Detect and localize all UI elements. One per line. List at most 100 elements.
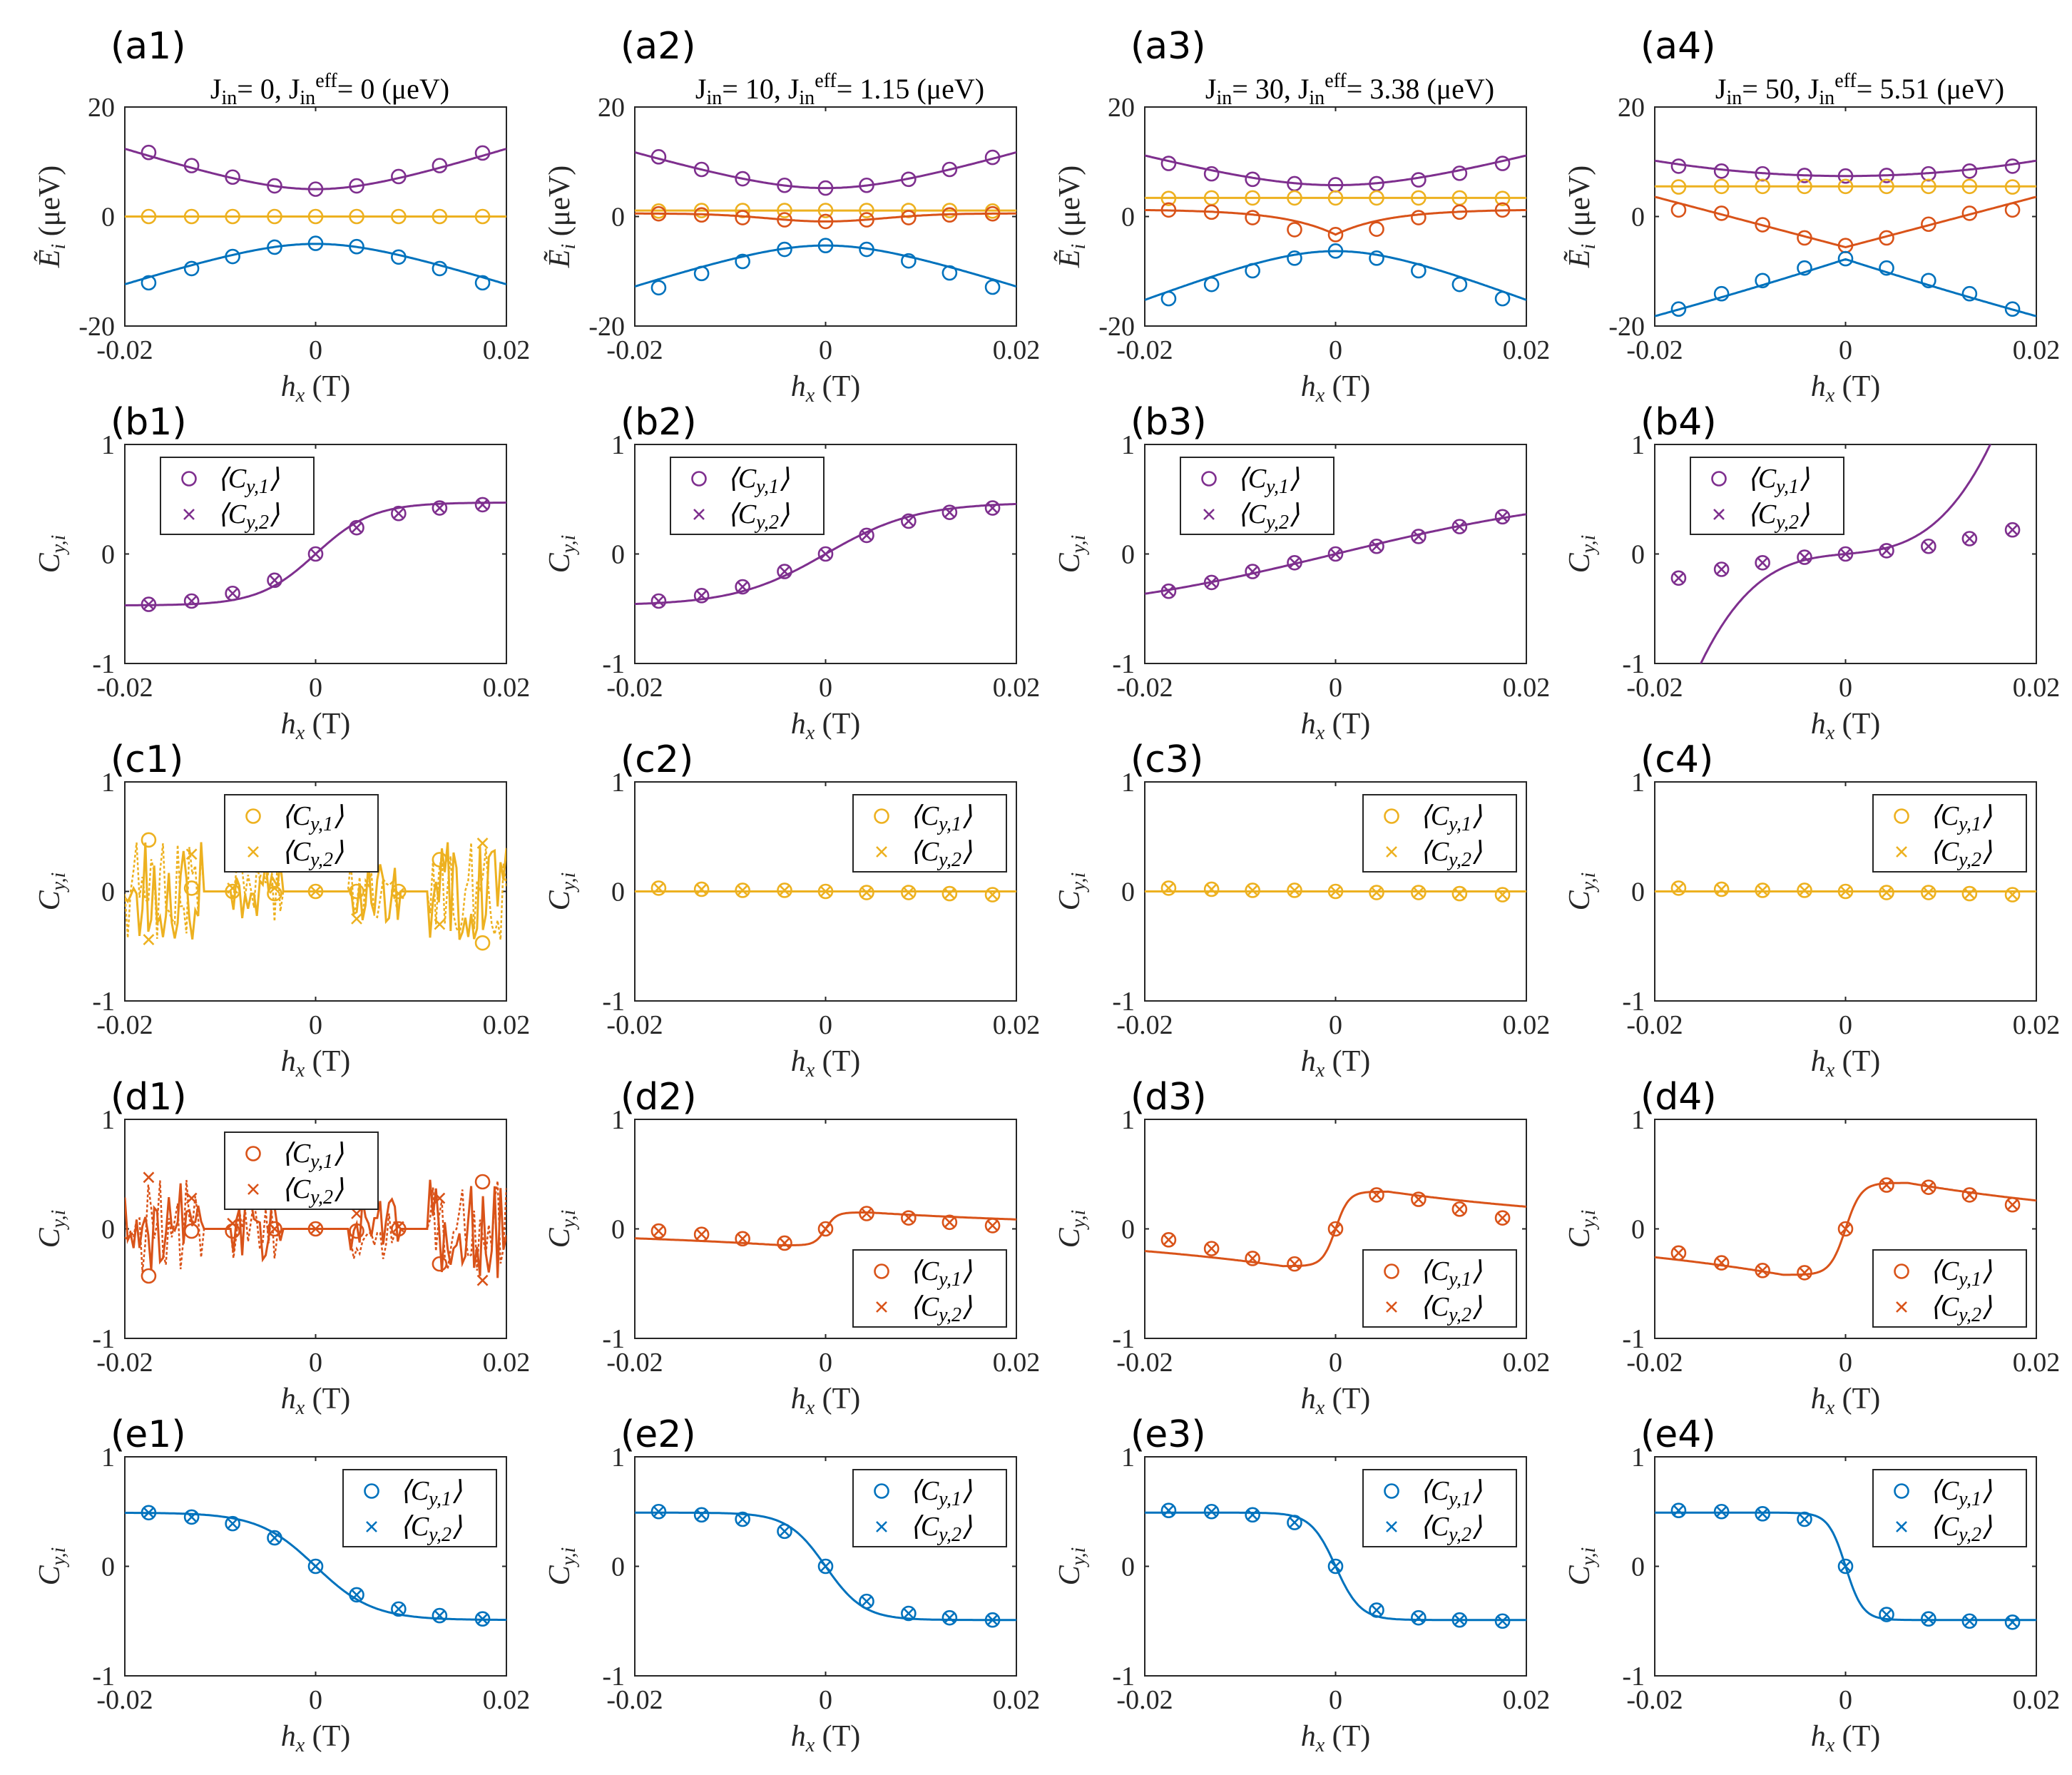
marker-x <box>1163 882 1175 894</box>
marker-x <box>2006 889 2019 901</box>
marker-x <box>779 885 790 896</box>
marker-circle <box>391 249 407 265</box>
marker-circle <box>141 144 157 161</box>
label-part: ⟨C <box>218 499 247 529</box>
data-layer <box>125 144 506 291</box>
marker-circle <box>432 1607 448 1624</box>
marker-circle <box>1160 1232 1177 1248</box>
marker-circle <box>1203 1503 1220 1520</box>
x-axis-label: hx (T) <box>1301 1383 1371 1419</box>
marker-circle <box>1327 243 1344 259</box>
x-tick-label: 0.02 <box>2013 335 2061 365</box>
label-part: y,2 <box>937 849 961 871</box>
y-axis-label: Cy,i <box>543 873 580 911</box>
marker-circle <box>391 1601 407 1617</box>
legend-box <box>670 457 825 535</box>
marker-circle <box>1755 166 1770 182</box>
marker-circle <box>349 519 364 536</box>
marker-circle <box>777 212 792 228</box>
data-layer <box>635 149 1016 296</box>
legend-box <box>342 1469 497 1547</box>
marker-x <box>861 1595 872 1607</box>
panel-label: (d1) <box>111 1076 187 1119</box>
marker-x <box>820 1223 832 1235</box>
panel-label: (c3) <box>1131 738 1203 781</box>
marker-circle <box>1879 543 1894 559</box>
marker-x <box>902 887 914 898</box>
x-axis-label: hx (T) <box>281 708 351 744</box>
marker-circle <box>1494 202 1511 218</box>
label-part: h <box>791 708 806 741</box>
x-axis-label: hx (T) <box>791 1383 861 1419</box>
marker-circle <box>1713 163 1730 179</box>
marker-x <box>310 1560 322 1572</box>
label-part: (T) <box>305 370 350 403</box>
marker-circle <box>1797 883 1812 898</box>
label-part: eV) <box>941 73 984 105</box>
label-part: h <box>281 1383 296 1415</box>
marker-circle <box>391 505 407 522</box>
legend-entry-1: ⟨Cy,1⟩ <box>1930 1256 1992 1291</box>
data-layer <box>125 497 506 612</box>
marker-circle <box>1713 1255 1730 1271</box>
marker-circle <box>1160 583 1177 599</box>
label-part: x <box>1825 722 1835 744</box>
y-tick-label: -1 <box>92 649 115 679</box>
label-part: (T) <box>305 708 350 741</box>
x-axis-label: hx (T) <box>281 1045 351 1082</box>
label-part: C <box>1053 1227 1086 1248</box>
label-part: μ <box>1436 73 1451 105</box>
marker-x <box>653 882 665 894</box>
marker-circle <box>307 1558 324 1575</box>
y-tick-label: 1 <box>1121 1105 1135 1135</box>
x-tick-label: -0.02 <box>606 1685 663 1715</box>
y-axis-label-group: Cy,i <box>543 873 580 911</box>
legend: ⟨Cy,1⟩⟨Cy,2⟩ <box>852 1249 1007 1328</box>
marker-circle <box>1327 1221 1344 1237</box>
legend-entry-2: ⟨Cy,2⟩ <box>1420 1512 1482 1546</box>
y-tick-label: -1 <box>1622 649 1645 679</box>
marker-x <box>351 912 362 925</box>
data-layer <box>1655 158 2036 317</box>
label-part: ⟨C <box>1420 1292 1449 1322</box>
label-part: in <box>1726 87 1742 109</box>
y-tick-label: 1 <box>101 1105 115 1135</box>
marker-circle <box>1879 1177 1894 1193</box>
label-part: y,1 <box>244 476 269 498</box>
label-part: eff <box>315 70 337 92</box>
marker-circle <box>1245 1251 1260 1266</box>
y-tick-label: 0 <box>611 878 625 907</box>
label-part: ⟨C <box>910 1476 939 1506</box>
marker-circle <box>1451 1612 1468 1628</box>
marker-x <box>392 507 404 519</box>
label-part: h <box>1811 708 1826 741</box>
marker-circle <box>1961 885 1978 902</box>
marker-circle <box>1797 178 1812 195</box>
marker-circle <box>1879 168 1894 183</box>
marker-circle <box>1327 1558 1344 1575</box>
marker-circle <box>1411 190 1427 206</box>
marker-circle <box>817 883 834 900</box>
legend-entry-2: ⟨Cy,2⟩ <box>218 499 280 534</box>
marker-circle <box>267 208 282 225</box>
label-part: ⟨C <box>910 801 939 831</box>
y-tick-label: -1 <box>92 1324 115 1354</box>
label-part: h <box>1811 1720 1826 1753</box>
x-tick-label: 0 <box>1329 335 1342 365</box>
marker-x <box>1715 883 1727 895</box>
label-part: h <box>281 370 296 403</box>
marker-x <box>2006 524 2019 536</box>
label-part: ⟩ <box>1981 1512 1992 1542</box>
label-part: y,1 <box>308 813 333 835</box>
marker-circle <box>349 1223 364 1239</box>
label-part: eff <box>815 70 837 92</box>
marker-circle <box>1494 1613 1511 1629</box>
marker-circle <box>474 275 491 291</box>
marker-x <box>1330 885 1342 897</box>
label-part: y,1 <box>1446 1488 1471 1510</box>
marker-circle <box>1670 1245 1687 1261</box>
label-part: ⟨C <box>910 1292 939 1322</box>
marker-circle <box>777 241 792 258</box>
